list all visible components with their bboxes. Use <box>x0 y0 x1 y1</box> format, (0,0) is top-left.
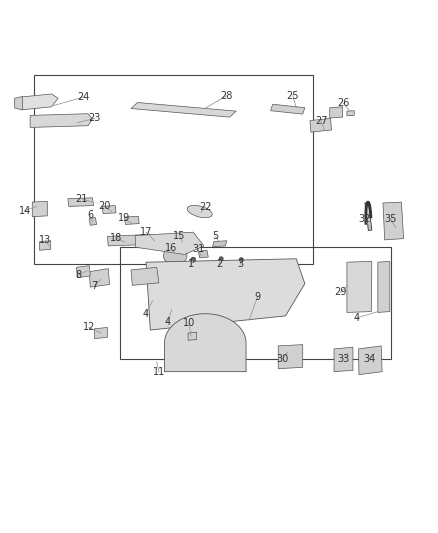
Text: 2: 2 <box>216 260 222 269</box>
Text: 19: 19 <box>118 213 131 223</box>
Text: 9: 9 <box>254 292 261 302</box>
Text: 4: 4 <box>353 313 360 323</box>
Circle shape <box>191 257 196 262</box>
Polygon shape <box>107 235 157 246</box>
Text: 22: 22 <box>199 202 212 212</box>
Polygon shape <box>378 261 390 312</box>
Text: 14: 14 <box>19 206 31 216</box>
Polygon shape <box>21 94 58 110</box>
Polygon shape <box>146 259 305 330</box>
Ellipse shape <box>174 237 191 254</box>
Polygon shape <box>124 216 139 224</box>
Text: 29: 29 <box>334 287 346 297</box>
Text: 13: 13 <box>39 235 51 245</box>
Polygon shape <box>330 107 343 118</box>
Text: 27: 27 <box>315 116 328 126</box>
Text: 4: 4 <box>164 317 170 327</box>
Polygon shape <box>39 241 51 250</box>
Polygon shape <box>212 241 227 247</box>
Polygon shape <box>198 250 208 258</box>
Text: 35: 35 <box>385 214 397 224</box>
Ellipse shape <box>163 247 187 265</box>
Text: 12: 12 <box>83 322 95 333</box>
Ellipse shape <box>187 205 212 217</box>
Text: 4: 4 <box>143 309 149 319</box>
Polygon shape <box>310 118 332 132</box>
Text: 32: 32 <box>359 214 371 224</box>
Polygon shape <box>358 346 382 375</box>
Text: 1: 1 <box>188 260 194 269</box>
Text: 6: 6 <box>87 210 93 220</box>
Ellipse shape <box>178 241 187 251</box>
Text: 8: 8 <box>75 270 81 280</box>
Polygon shape <box>188 332 197 341</box>
Text: 28: 28 <box>221 91 233 101</box>
Text: 25: 25 <box>286 91 299 101</box>
Polygon shape <box>77 265 90 278</box>
Circle shape <box>239 257 244 262</box>
Text: 10: 10 <box>183 318 195 328</box>
Polygon shape <box>30 114 92 127</box>
Circle shape <box>219 256 223 261</box>
Text: 24: 24 <box>78 92 90 102</box>
Text: 20: 20 <box>99 201 111 212</box>
Text: 30: 30 <box>276 354 289 364</box>
Polygon shape <box>347 261 372 312</box>
Polygon shape <box>15 96 22 110</box>
Polygon shape <box>102 206 116 214</box>
Polygon shape <box>383 202 403 240</box>
Polygon shape <box>347 111 354 116</box>
Text: 26: 26 <box>337 99 350 108</box>
Text: 18: 18 <box>110 233 122 243</box>
Text: 23: 23 <box>88 114 101 124</box>
Text: 15: 15 <box>173 231 186 240</box>
Polygon shape <box>165 314 246 372</box>
Text: 3: 3 <box>237 260 244 269</box>
Text: 31: 31 <box>192 244 205 254</box>
Text: 5: 5 <box>212 231 219 241</box>
Polygon shape <box>278 345 303 369</box>
Polygon shape <box>131 268 159 285</box>
Text: 17: 17 <box>140 227 152 237</box>
Polygon shape <box>334 347 353 372</box>
Polygon shape <box>68 198 94 206</box>
Text: 33: 33 <box>337 354 350 364</box>
Text: 34: 34 <box>363 354 375 364</box>
Polygon shape <box>95 327 107 338</box>
Polygon shape <box>271 104 305 114</box>
Text: 21: 21 <box>75 193 88 204</box>
Polygon shape <box>135 232 204 254</box>
Polygon shape <box>365 202 372 230</box>
Text: 16: 16 <box>165 244 177 254</box>
Polygon shape <box>89 217 97 225</box>
Polygon shape <box>89 269 110 287</box>
Polygon shape <box>131 102 236 117</box>
Text: 11: 11 <box>153 367 165 377</box>
Text: 7: 7 <box>92 281 98 291</box>
Polygon shape <box>32 201 47 217</box>
